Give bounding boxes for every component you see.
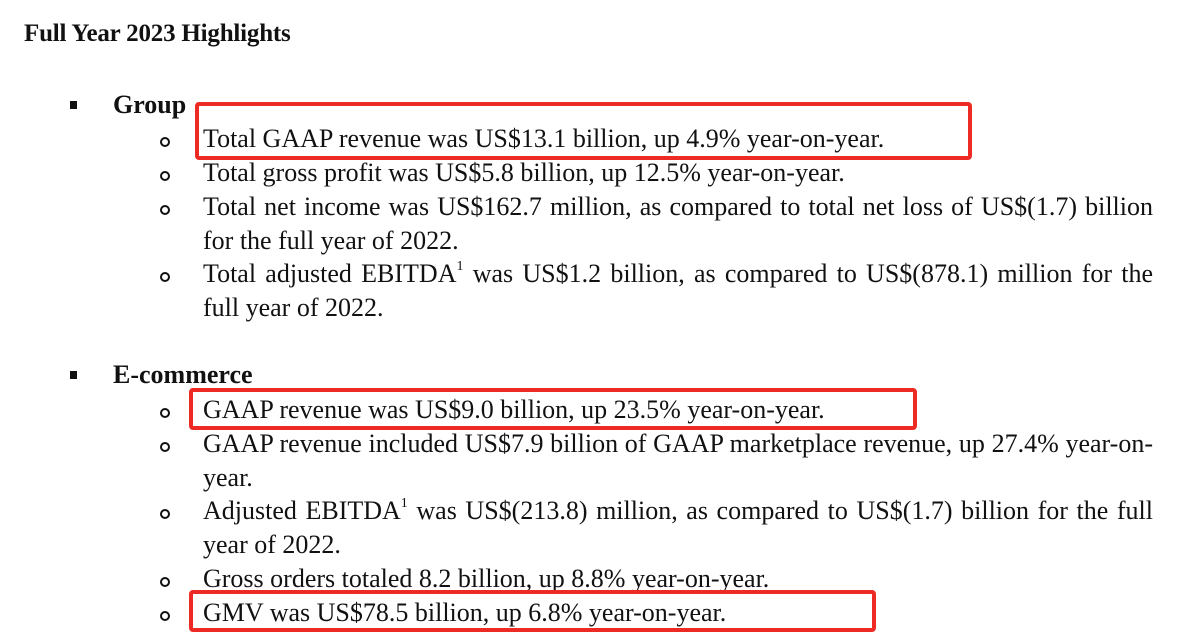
item-text: GMV was US$78.5 billion, up 6.8% year-on… <box>203 598 727 627</box>
circle-bullet-icon <box>160 137 170 147</box>
page-title: Full Year 2023 Highlights <box>24 20 291 47</box>
highlight-box-ecommerce-revenue <box>189 388 917 430</box>
circle-bullet-icon <box>160 171 170 181</box>
footnote-marker: 1 <box>456 259 464 274</box>
circle-bullet-icon <box>160 205 170 215</box>
highlight-box-group-revenue <box>195 102 972 160</box>
square-bullet-icon <box>70 101 77 109</box>
circle-bullet-icon <box>160 272 170 282</box>
item-text: Adjusted EBITDA1 was US$(213.8) million,… <box>203 494 1153 562</box>
highlight-box-gmv <box>189 590 876 632</box>
footnote-marker: 1 <box>400 496 408 511</box>
circle-bullet-icon <box>160 611 170 621</box>
item-text-post: was US$(213.8) million, as compared to U… <box>203 496 1153 559</box>
section-label: E-commerce <box>113 360 253 389</box>
item-text: GAAP revenue was US$9.0 billion, up 23.5… <box>203 395 825 424</box>
item-text: Total net income was US$162.7 million, a… <box>203 192 1153 255</box>
circle-bullet-icon <box>160 577 170 587</box>
section-label: Group <box>113 90 187 119</box>
item-text: GAAP revenue included US$7.9 billion of … <box>203 429 1153 492</box>
item-text-pre: Total adjusted EBITDA <box>203 259 457 288</box>
item-text: Gross orders totaled 8.2 billion, up 8.8… <box>203 564 770 593</box>
item-text-post: was US$1.2 billion, as compared to US$(8… <box>203 259 1154 322</box>
item-text: Total GAAP revenue was US$13.1 billion, … <box>203 124 885 153</box>
item-text-pre: Adjusted EBITDA <box>203 496 401 525</box>
circle-bullet-icon <box>160 509 170 519</box>
square-bullet-icon <box>70 371 77 379</box>
item-text: Total adjusted EBITDA1 was US$1.2 billio… <box>203 257 1153 325</box>
circle-bullet-icon <box>160 442 170 452</box>
item-text: Total gross profit was US$5.8 billion, u… <box>203 158 845 187</box>
circle-bullet-icon <box>160 408 170 418</box>
